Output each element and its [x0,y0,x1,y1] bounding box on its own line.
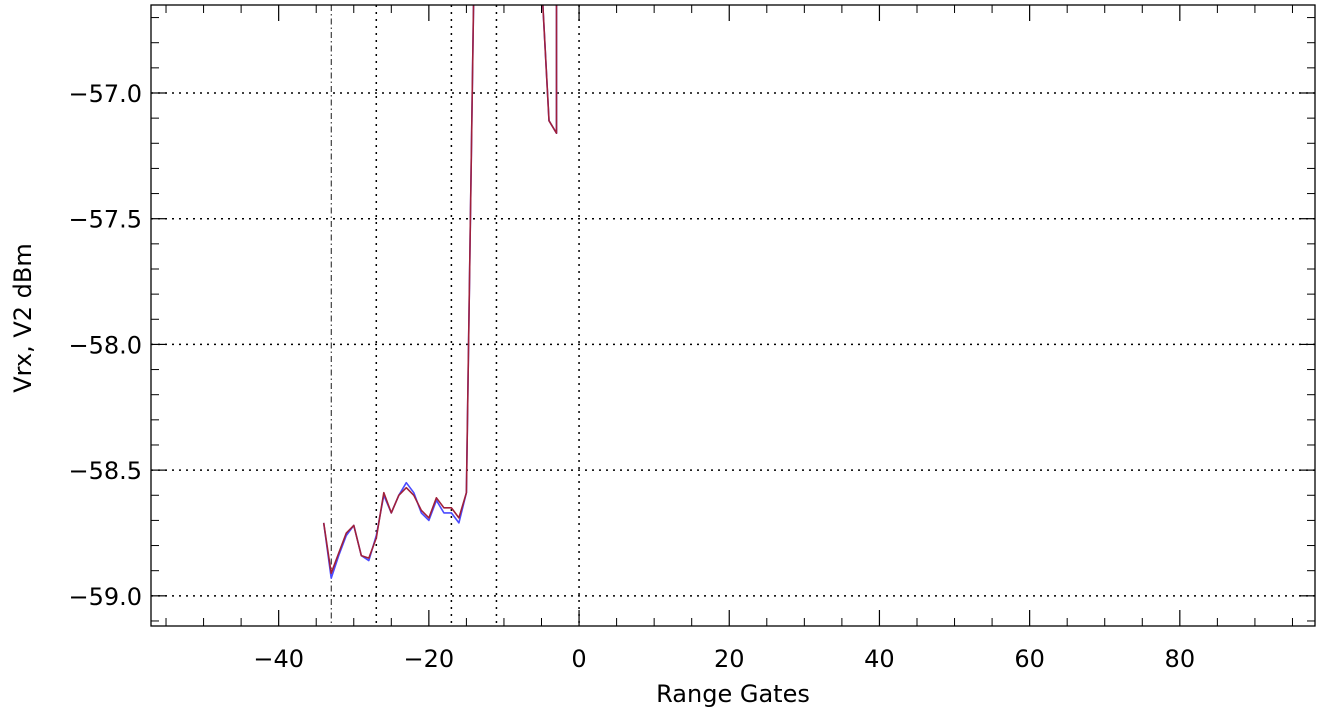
y-tick-label: −58.5 [68,457,142,485]
x-tick-label: 0 [571,645,586,673]
x-axis-title: Range Gates [656,680,810,708]
tick-layer [151,5,1315,626]
x-tick-label: −20 [404,645,455,673]
grid-layer [151,5,1315,626]
y-tick-label: −57.0 [68,80,142,108]
y-axis-title: Vrx, V2 dBm [9,243,37,393]
y-tick-label: −57.5 [68,206,142,234]
series-line-1 [322,5,558,580]
x-tick-label: 60 [1014,645,1045,673]
y-tick-label: −59.0 [68,583,142,611]
series-line-2 [322,5,558,575]
label-layer: −40 −20 0 20 40 60 80 −57.0 −57.5 −58.0 −58.5 −59.0 [68,80,1195,673]
plot-frame [150,4,1316,627]
x-tick-label: −40 [253,645,304,673]
series-layer [322,5,558,580]
y-tick-label: −58.0 [68,331,142,359]
x-tick-label: 40 [864,645,895,673]
x-tick-label: 20 [714,645,745,673]
x-tick-label: 80 [1165,645,1196,673]
